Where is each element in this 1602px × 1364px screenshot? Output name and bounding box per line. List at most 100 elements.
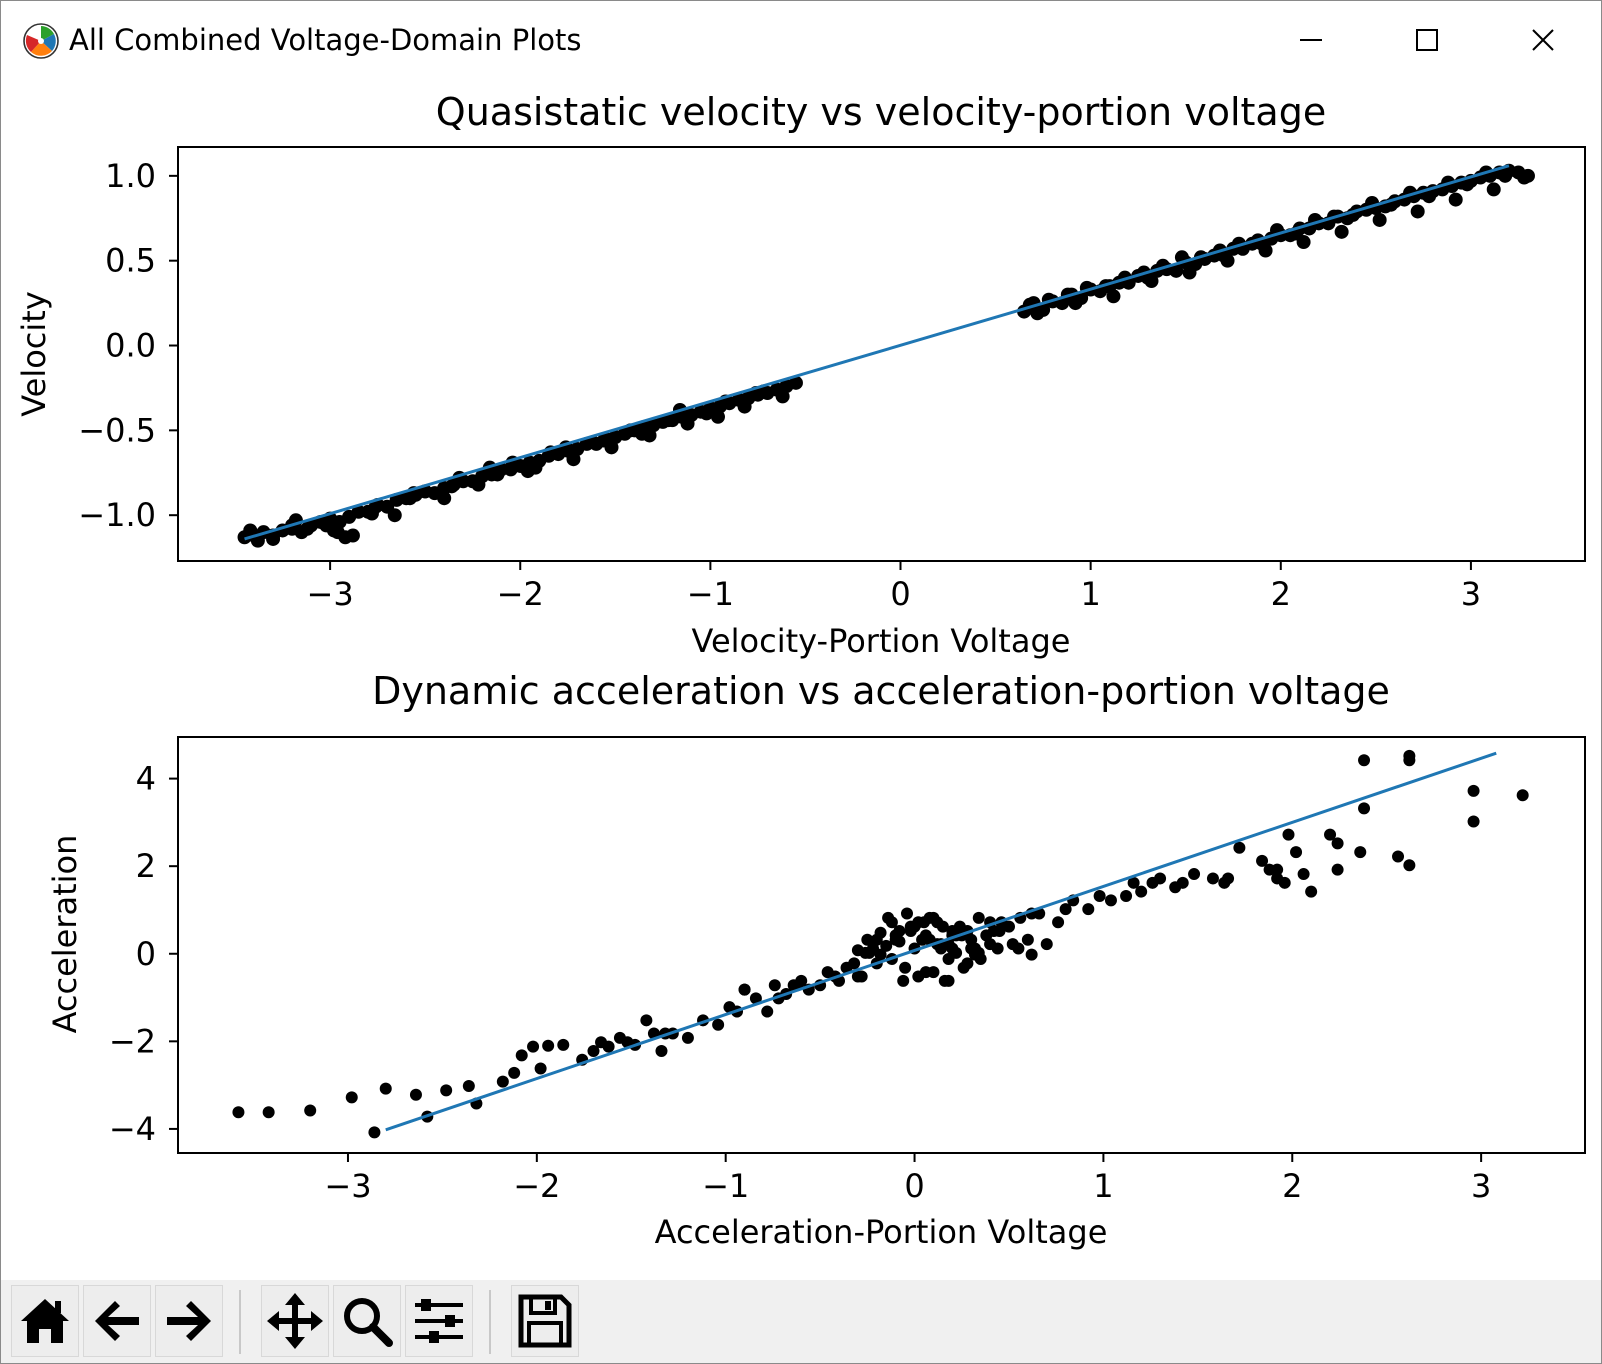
data-point — [1059, 903, 1072, 916]
data-point — [368, 499, 383, 514]
x-tick-label: −1 — [702, 1167, 749, 1205]
data-point — [496, 1075, 509, 1088]
data-point — [1040, 938, 1053, 951]
data-point — [1082, 903, 1095, 916]
data-point — [1220, 253, 1235, 268]
data-point — [919, 929, 932, 942]
data-point — [1127, 876, 1140, 889]
fit-line — [244, 164, 1510, 541]
data-point — [788, 375, 803, 390]
forward-button[interactable] — [155, 1285, 223, 1357]
data-point — [338, 530, 353, 545]
data-point — [738, 983, 751, 996]
configure-subplots-button[interactable] — [405, 1285, 473, 1357]
data-point — [444, 479, 459, 494]
data-point — [655, 1044, 668, 1057]
acceleration-ylabel: Acceleration — [46, 835, 84, 1034]
data-point — [534, 1062, 547, 1075]
data-point — [957, 961, 970, 974]
data-point — [1305, 885, 1318, 898]
data-point — [775, 389, 790, 404]
pan-button[interactable] — [261, 1285, 329, 1357]
data-point — [900, 907, 913, 920]
data-point — [680, 416, 695, 431]
data-point — [595, 1036, 608, 1049]
data-point — [1188, 868, 1201, 881]
data-point — [968, 948, 981, 961]
data-point — [1331, 863, 1344, 876]
data-point — [1278, 876, 1291, 889]
x-tick-label: −1 — [687, 575, 734, 613]
velocity-ticks: −3 −2 −1 0 1 2 3 −1.0 −0.5 0.0 0.5 1.0 — [78, 157, 1481, 613]
acceleration-axes[interactable]: Dynamic acceleration vs acceleration-por… — [46, 669, 1586, 1251]
data-point — [1176, 876, 1189, 889]
data-point — [1460, 177, 1475, 192]
data-point — [899, 961, 912, 974]
data-point — [919, 966, 932, 979]
data-point — [1422, 189, 1437, 204]
data-point — [587, 1044, 600, 1057]
y-tick-label: −2 — [109, 1022, 156, 1060]
minimize-button[interactable] — [1253, 1, 1369, 79]
acceleration-axes-frame — [177, 736, 1586, 1154]
velocity-chart-title: Quasistatic velocity vs velocity-portion… — [436, 90, 1326, 134]
data-point — [1258, 243, 1273, 258]
data-point — [1093, 889, 1106, 902]
save-figure-icon — [518, 1294, 572, 1348]
x-tick-label: 0 — [904, 1167, 924, 1205]
data-point — [1392, 850, 1405, 863]
x-tick-label: −2 — [513, 1167, 560, 1205]
acceleration-ticks: −3 −2 −1 0 1 2 3 −4 −2 0 2 4 — [109, 760, 1491, 1205]
y-tick-label: −1.0 — [78, 496, 156, 534]
data-point — [527, 1040, 540, 1053]
data-point — [848, 957, 861, 970]
zoom-button[interactable] — [333, 1285, 401, 1357]
data-point — [882, 911, 895, 924]
data-point — [1106, 289, 1121, 304]
data-point — [1052, 916, 1065, 929]
data-point — [1263, 863, 1276, 876]
data-point — [1403, 859, 1416, 872]
x-tick-label: 0 — [890, 575, 910, 613]
home-icon — [21, 1299, 69, 1343]
data-point — [557, 1038, 570, 1051]
save-button[interactable] — [511, 1285, 579, 1357]
data-point — [870, 933, 883, 946]
x-tick-label: 3 — [1461, 575, 1481, 613]
velocity-points — [237, 163, 1535, 548]
home-button[interactable] — [11, 1285, 79, 1357]
data-point — [1182, 265, 1197, 280]
data-point — [520, 464, 535, 479]
data-point — [942, 974, 955, 987]
data-point — [300, 521, 315, 536]
data-point — [379, 1082, 392, 1095]
data-point — [712, 1018, 725, 1031]
data-point — [345, 1091, 358, 1104]
data-point — [266, 531, 281, 546]
y-tick-label: 2 — [136, 847, 156, 885]
velocity-axes[interactable]: Quasistatic velocity vs velocity-portion… — [15, 90, 1586, 660]
data-point — [368, 1126, 381, 1139]
data-point — [1025, 948, 1038, 961]
data-point — [542, 1039, 555, 1052]
data-point — [243, 523, 258, 538]
x-tick-label: 3 — [1471, 1167, 1491, 1205]
data-point — [761, 1005, 774, 1018]
x-tick-label: 2 — [1282, 1167, 1302, 1205]
title-bar[interactable]: All Combined Voltage-Domain Plots — [1, 1, 1601, 79]
close-button[interactable] — [1485, 1, 1601, 79]
data-point — [1354, 846, 1367, 859]
maximize-button[interactable] — [1369, 1, 1485, 79]
back-button[interactable] — [83, 1285, 151, 1357]
figure-canvas[interactable]: Quasistatic velocity vs velocity-portion… — [1, 79, 1601, 1279]
data-point — [566, 452, 581, 467]
back-arrow-icon — [95, 1301, 139, 1341]
data-point — [1144, 274, 1159, 289]
y-tick-label: 0 — [136, 935, 156, 973]
zoom-magnifier-icon — [344, 1298, 393, 1347]
data-point — [1135, 885, 1148, 898]
data-point — [1331, 837, 1344, 850]
navigation-toolbar — [1, 1280, 1601, 1363]
data-point — [991, 942, 1004, 955]
data-point — [462, 1080, 475, 1093]
